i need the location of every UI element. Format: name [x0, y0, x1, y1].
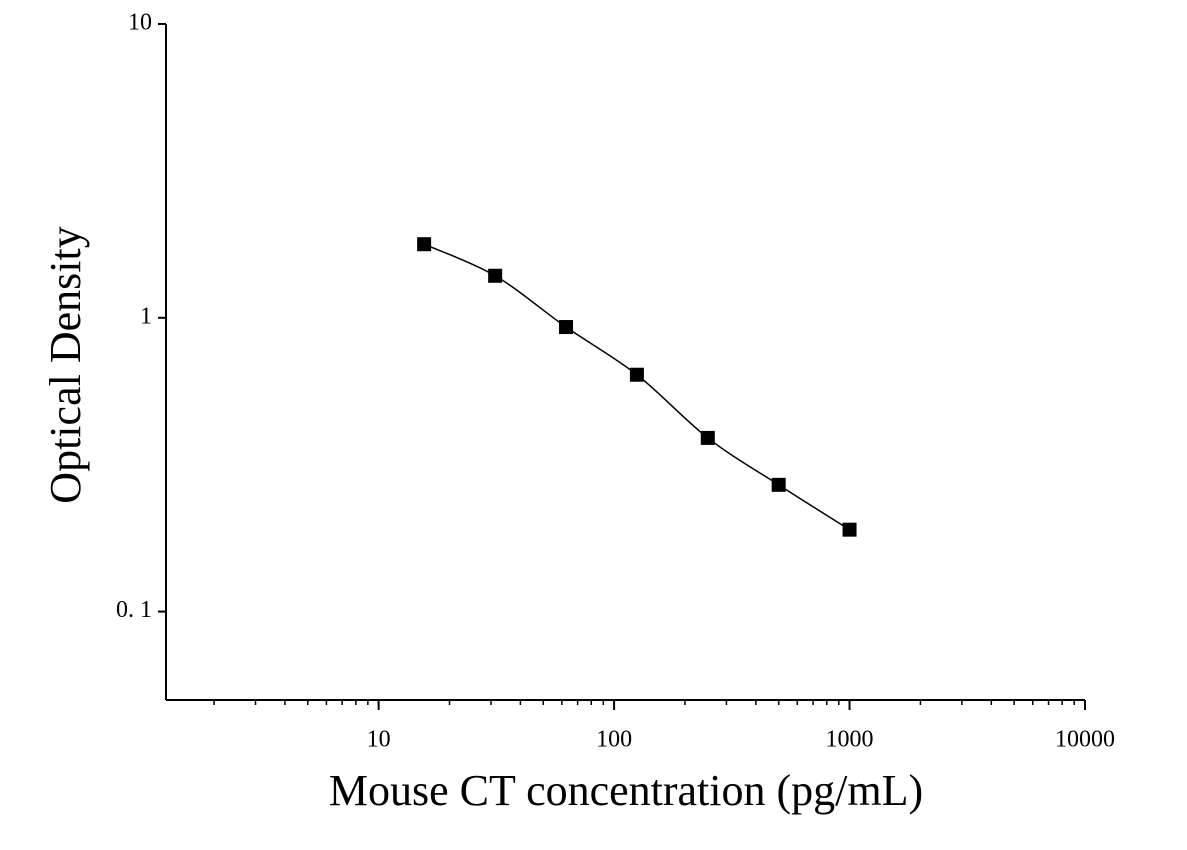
y-tick-label: 1 [140, 303, 152, 329]
data-point [488, 268, 503, 283]
y-tick-label: 0. 1 [116, 597, 152, 623]
x-tick-label: 100 [596, 727, 632, 753]
data-point [417, 237, 432, 252]
data-point [700, 430, 715, 445]
data-point [559, 320, 574, 335]
fit-line [423, 243, 850, 531]
data-point [629, 367, 644, 382]
x-tick-label: 10 [367, 727, 391, 753]
y-axis-title: Optical Density [41, 226, 90, 503]
x-axis-title: Mouse CT concentration (pg/mL) [329, 766, 923, 815]
x-tick-label: 10000 [1055, 727, 1115, 753]
x-tick-label: 1000 [826, 727, 874, 753]
data-point [842, 522, 857, 537]
y-tick-label: 10 [128, 10, 152, 36]
data-point [771, 477, 786, 492]
